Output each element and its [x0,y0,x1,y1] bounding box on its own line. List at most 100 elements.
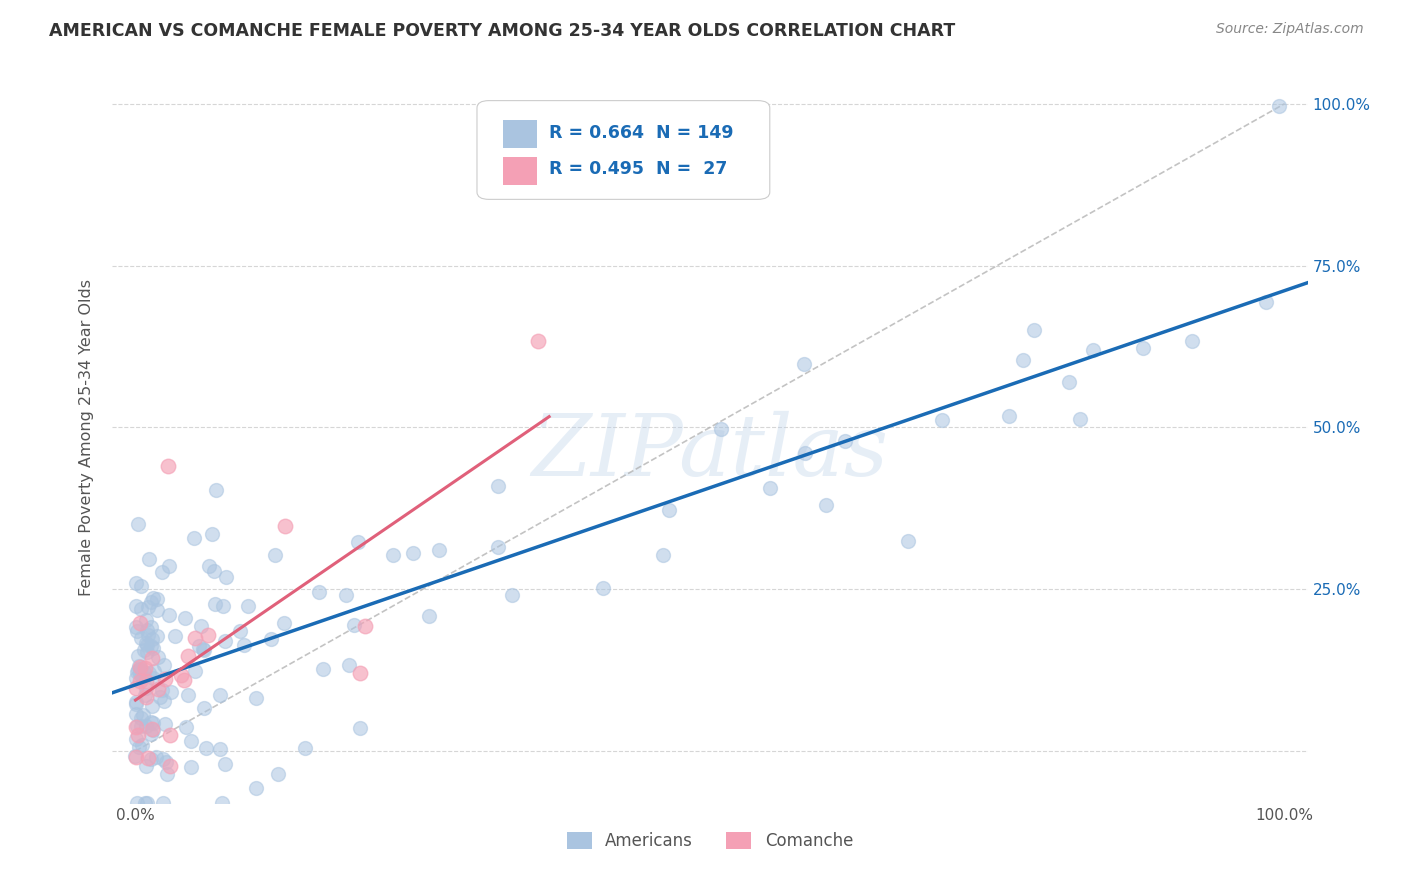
Point [155,717,177,731]
Point [150,565,173,579]
Point [134,796,156,810]
Point [184,665,207,679]
Point [142,591,165,606]
Point [170,668,193,682]
Point [134,688,156,702]
Point [294,741,316,756]
Point [193,643,215,657]
Point [149,690,172,704]
Point [156,767,179,781]
Point [245,690,267,705]
Point [177,649,200,664]
Point [125,575,148,590]
Point [128,660,150,674]
Point [354,619,377,633]
Point [141,651,163,665]
Point [135,636,157,650]
Point [815,498,838,512]
Text: R = 0.664  N = 149: R = 0.664 N = 149 [548,124,733,142]
Text: AMERICAN VS COMANCHE FEMALE POVERTY AMONG 25-34 YEAR OLDS CORRELATION CHART: AMERICAN VS COMANCHE FEMALE POVERTY AMON… [49,22,956,40]
Point [142,672,165,686]
Point [153,672,176,686]
Point [139,595,162,609]
Point [152,752,174,766]
Point [142,640,165,655]
Point [124,749,146,764]
Text: Source: ZipAtlas.com: Source: ZipAtlas.com [1216,22,1364,37]
Point [157,608,180,623]
Point [214,634,236,648]
Point [159,685,181,699]
Point [129,673,152,688]
Point [127,796,149,810]
Point [139,620,162,634]
Point [125,599,148,613]
Point [128,662,150,676]
Point [142,723,165,737]
Point [263,548,285,562]
Point [135,623,157,637]
Point [193,642,215,657]
Point [141,632,163,647]
Point [215,570,238,584]
Point [145,750,167,764]
Point [236,599,259,613]
Point [198,558,221,573]
Point [132,708,155,723]
Point [201,527,224,541]
Point [228,624,250,638]
Point [128,740,150,755]
FancyBboxPatch shape [503,157,537,185]
Point [793,446,815,460]
Point [311,662,333,676]
Point [180,734,202,748]
Point [245,781,267,796]
Point [135,673,157,688]
Point [1256,295,1278,310]
Point [135,758,157,772]
Point [129,601,152,615]
Point [176,688,198,702]
Point [195,741,218,756]
Point [142,716,165,731]
Point [125,732,148,747]
Point [141,727,163,741]
Point [124,620,146,634]
Point [486,479,509,493]
Point [129,663,152,677]
Text: ZIPatlas: ZIPatlas [531,410,889,493]
Point [127,728,149,742]
Point [141,722,163,736]
Point [163,629,186,643]
Point [211,796,233,810]
Point [129,579,152,593]
Point [136,628,159,642]
Point [138,666,160,681]
Point [146,602,169,616]
Point [139,752,162,766]
Point [337,657,360,672]
Point [427,543,450,558]
Point [128,658,150,673]
Point [349,722,371,736]
FancyBboxPatch shape [503,120,537,148]
Point [136,750,159,764]
Point [526,334,548,349]
Point [349,666,371,681]
Legend: Americans, Comanche: Americans, Comanche [560,825,860,856]
Point [931,413,953,427]
Point [129,711,152,725]
Point [131,739,153,753]
FancyBboxPatch shape [477,101,770,200]
Point [592,581,614,595]
Point [135,796,157,810]
Point [173,673,195,688]
Point [125,695,148,709]
Point [155,755,177,769]
Point [132,643,155,657]
Point [710,422,733,436]
Point [135,613,157,627]
Point [1132,342,1154,356]
Point [1069,412,1091,426]
Y-axis label: Female Poverty Among 25-34 Year Olds: Female Poverty Among 25-34 Year Olds [79,278,94,596]
